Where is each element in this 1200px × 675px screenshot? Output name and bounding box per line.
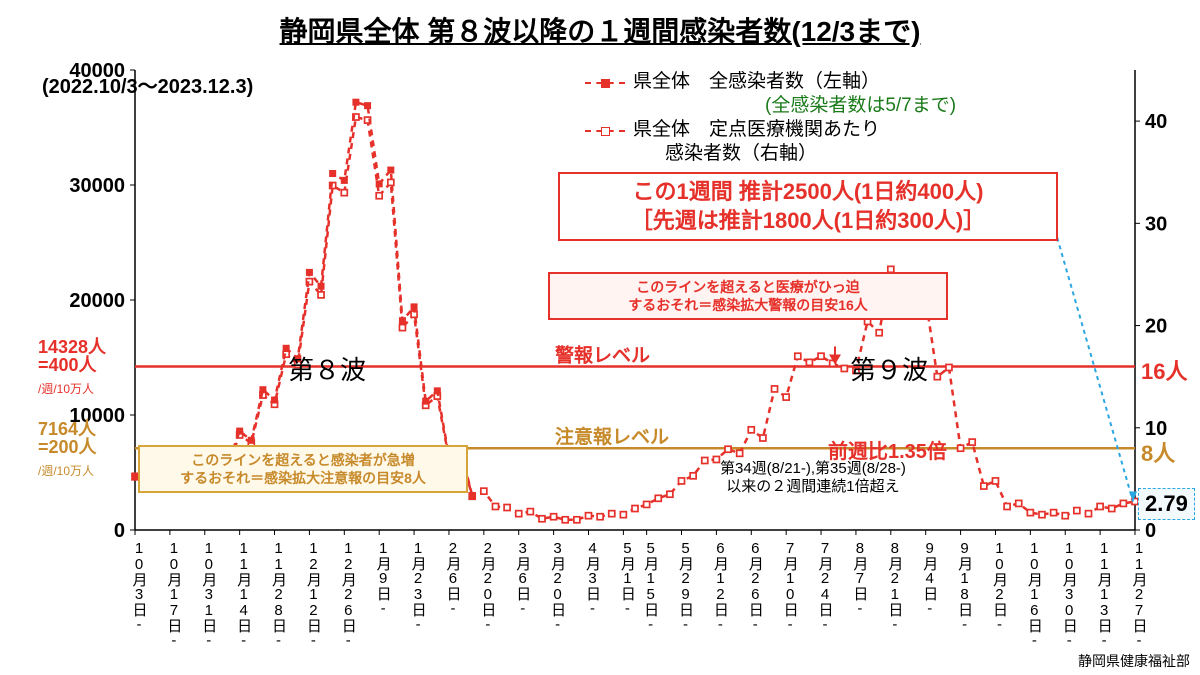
source-label: 静岡県健康福祉部 — [1078, 651, 1190, 671]
svg-text:2月6日-: 2月6日- — [444, 540, 461, 616]
svg-text:7月10日-: 7月10日- — [782, 540, 799, 632]
svg-text:40: 40 — [1145, 111, 1167, 133]
svg-text:5月29日-: 5月29日- — [677, 540, 694, 632]
legend-item: 県全体 定点医療機関あたり — [585, 114, 880, 141]
hline-left-sub: /週/10万人 — [38, 380, 94, 397]
svg-text:30000: 30000 — [69, 175, 125, 197]
svg-text:9月18日-: 9月18日- — [956, 540, 973, 632]
svg-text:注意報レベル: 注意報レベル — [555, 425, 669, 448]
svg-text:10月31日-: 10月31日- — [200, 540, 217, 648]
svg-text:12月12日-: 12月12日- — [305, 540, 322, 648]
weeks-note: 第34週(8/21-),第35週(8/28-)以来の２週間連続1倍超え — [720, 460, 906, 496]
caution-box: このラインを超えると感染者が急増するおそれ＝感染拡大注意報の目安8人 — [138, 445, 468, 493]
svg-text:2月20日-: 2月20日- — [479, 540, 496, 632]
svg-text:警報レベル: 警報レベル — [555, 343, 650, 366]
svg-text:1月9日-: 1月9日- — [375, 540, 392, 616]
svg-text:0: 0 — [114, 520, 125, 542]
hline-left-label: 14328人=400人 — [38, 338, 106, 374]
svg-text:7月24日-: 7月24日- — [817, 540, 834, 632]
svg-text:3月6日-: 3月6日- — [514, 540, 531, 616]
svg-text:11月28日-: 11月28日- — [270, 540, 287, 648]
svg-text:8月7日-: 8月7日- — [851, 540, 868, 616]
svg-text:40000: 40000 — [69, 60, 125, 82]
hline-left-label: 7164人=200人 — [38, 420, 97, 456]
svg-text:10月17日-: 10月17日- — [165, 540, 182, 648]
hline-left-sub: /週/10万人 — [38, 462, 94, 479]
svg-text:0: 0 — [1145, 520, 1156, 542]
legend-subtext: 感染者数（右軸） — [665, 138, 817, 165]
svg-text:8月21日-: 8月21日- — [886, 540, 903, 632]
svg-text:3月20日-: 3月20日- — [549, 540, 566, 632]
svg-text:10月2日-: 10月2日- — [991, 540, 1008, 632]
svg-text:20000: 20000 — [69, 290, 125, 312]
svg-text:10月3日-: 10月3日- — [131, 540, 148, 632]
svg-text:30: 30 — [1145, 213, 1167, 235]
svg-text:20: 20 — [1145, 316, 1167, 338]
legend-subtext: (全感染者数は5/7まで) — [765, 90, 956, 117]
svg-text:12月26日-: 12月26日- — [340, 540, 357, 648]
svg-text:6月12日-: 6月12日- — [712, 540, 729, 632]
chart-svg: 01000020000300004000001020304010月3日-10月1… — [135, 70, 1135, 640]
svg-text:11月27日-: 11月27日- — [1131, 540, 1148, 648]
legend-item: 県全体 全感染者数（左軸） — [585, 66, 880, 93]
final-value-box: 2.79 — [1138, 488, 1195, 520]
svg-text:9月4日-: 9月4日- — [921, 540, 938, 616]
svg-text:1月23日-: 1月23日- — [410, 540, 427, 632]
svg-text:11月13日-: 11月13日- — [1096, 540, 1113, 648]
svg-text:4月3日-: 4月3日- — [584, 540, 601, 616]
wave9-label: 第９波 — [850, 350, 928, 387]
svg-text:6月26日-: 6月26日- — [747, 540, 764, 632]
svg-text:5月15日-: 5月15日- — [642, 540, 659, 632]
chart-title: 静岡県全体 第８波以降の１週間感染者数(12/3まで) — [280, 10, 921, 50]
medical-warning-box: このラインを超えると医療がひっ迫するおそれ＝感染拡大警報の目安16人 — [548, 272, 948, 320]
wave8-label: 第８波 — [288, 350, 366, 387]
svg-text:10月16日-: 10月16日- — [1026, 540, 1043, 648]
main-estimate-box: この1週間 推計2500人(1日約400人)［先週は推計1800人(1日約300… — [558, 172, 1058, 241]
svg-text:10月30日-: 10月30日- — [1061, 540, 1078, 648]
hline-right-label: 16人 — [1141, 354, 1187, 386]
hline-right-label: 8人 — [1141, 436, 1175, 468]
svg-text:11月14日-: 11月14日- — [235, 540, 252, 648]
svg-text:5月1日-: 5月1日- — [619, 540, 636, 616]
